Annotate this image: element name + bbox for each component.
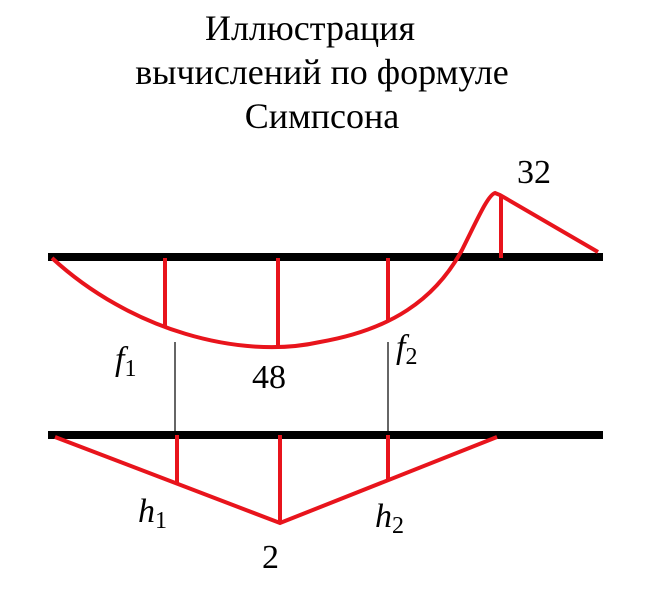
value-label: 48: [252, 359, 286, 396]
ordinate-label: h2: [375, 498, 404, 539]
value-label: 32: [517, 154, 551, 191]
subscript: 1: [155, 508, 167, 534]
ordinate-label: f1: [115, 341, 136, 382]
value-label: 2: [262, 539, 279, 576]
ordinate-label: h1: [138, 493, 167, 534]
subscript: 1: [124, 356, 136, 382]
title-line: Иллюстрация: [205, 8, 415, 48]
title-line: вычислений по формуле: [135, 52, 508, 92]
title-line: Симпсона: [245, 96, 400, 136]
ordinate-label: f2: [396, 329, 417, 370]
subscript: 2: [405, 344, 417, 370]
upper-curve: [50, 190, 600, 350]
symbol: h: [375, 498, 392, 535]
subscript: 2: [392, 513, 404, 539]
lower-diagram: [54, 435, 498, 526]
symbol: h: [138, 493, 155, 530]
